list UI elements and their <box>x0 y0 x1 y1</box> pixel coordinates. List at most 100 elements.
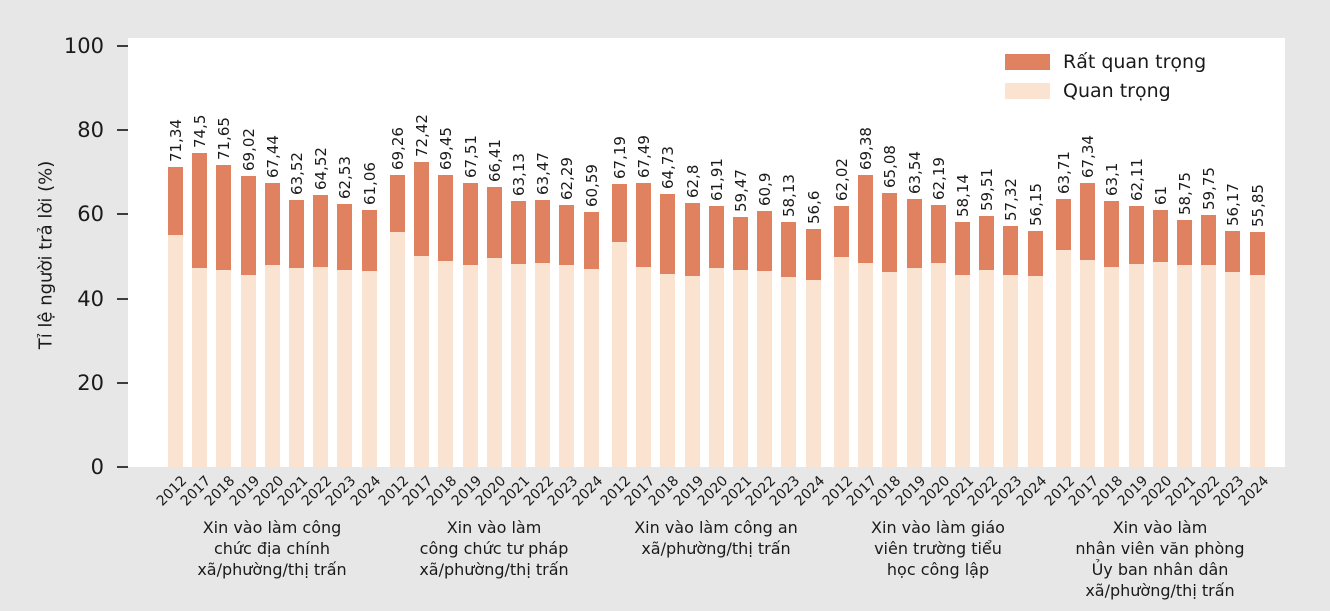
bar-segment-rat-quan-trong <box>1177 220 1192 265</box>
bar-value-label: 72,42 <box>412 114 431 157</box>
bar-segment-quan-trong <box>241 275 256 467</box>
bar-value-label: 67,19 <box>610 136 629 179</box>
bar-segment-quan-trong <box>685 276 700 467</box>
bar-segment-quan-trong <box>1177 265 1192 467</box>
bar-value-label: 67,44 <box>263 135 282 178</box>
legend-item-rat-quan-trong: Rất quan trọng <box>1005 52 1206 72</box>
y-tick-mark <box>117 213 128 216</box>
legend-swatch-quan-trong <box>1005 83 1050 99</box>
legend-label-quan-trong: Quan trọng <box>1063 80 1171 102</box>
bar-segment-rat-quan-trong <box>1129 206 1144 264</box>
bar-segment-rat-quan-trong <box>612 184 627 242</box>
bar-segment-quan-trong <box>955 275 970 467</box>
bar-value-label: 63,52 <box>287 152 306 195</box>
y-tick-mark <box>117 381 128 384</box>
bar-2023 <box>781 222 796 467</box>
group-label: Xin vào làm công chức địa chính xã/phường/… <box>148 517 396 580</box>
bar-2019 <box>463 183 478 467</box>
bar-2017 <box>414 162 429 467</box>
bar-segment-rat-quan-trong <box>584 212 599 269</box>
bar-segment-quan-trong <box>535 263 550 467</box>
bar-2012 <box>612 184 627 467</box>
bar-value-label: 67,34 <box>1078 135 1097 178</box>
bar-segment-rat-quan-trong <box>636 183 651 267</box>
bar-segment-rat-quan-trong <box>1028 231 1043 276</box>
bar-2022 <box>979 216 994 467</box>
bar-2017 <box>858 175 873 467</box>
bar-value-label: 62,8 <box>683 164 702 198</box>
bar-2019 <box>907 199 922 467</box>
y-tick-label: 0 <box>90 455 104 479</box>
y-tick-mark <box>117 466 128 468</box>
bar-segment-rat-quan-trong <box>289 200 304 268</box>
group-label: Xin vào làm nhân viên văn phòng Ủy ban nhâ… <box>1036 517 1284 601</box>
bar-value-label: 61,06 <box>360 162 379 205</box>
y-tick-label: 40 <box>77 286 104 311</box>
bar-segment-rat-quan-trong <box>834 206 849 257</box>
bar-segment-quan-trong <box>1225 272 1240 467</box>
group-label-line: Ủy ban nhân dân <box>1091 560 1229 579</box>
bar-value-label: 71,65 <box>214 117 233 160</box>
group-label-line: Xin vào làm giáo <box>871 518 1005 537</box>
bar-value-label: 64,73 <box>658 146 677 189</box>
legend-item-quan-trong: Quan trọng <box>1005 81 1206 101</box>
bar-segment-rat-quan-trong <box>192 153 207 268</box>
bar-segment-quan-trong <box>612 242 627 467</box>
bar-segment-rat-quan-trong <box>390 175 405 232</box>
bar-segment-rat-quan-trong <box>337 204 352 270</box>
bar-2020 <box>1153 210 1168 467</box>
bar-2024 <box>806 229 821 467</box>
bar-segment-rat-quan-trong <box>511 201 526 264</box>
bar-segment-quan-trong <box>1056 250 1071 467</box>
bar-value-label: 74,5 <box>190 114 209 148</box>
bar-2018 <box>660 194 675 467</box>
bar-2022 <box>757 211 772 467</box>
bar-segment-quan-trong <box>1003 275 1018 467</box>
bar-segment-quan-trong <box>781 277 796 467</box>
group-label-line: xã/phường/thị trấn <box>419 560 569 579</box>
bar-2019 <box>241 176 256 467</box>
bar-value-label: 63,1 <box>1102 162 1121 196</box>
bar-2022 <box>313 195 328 467</box>
bar-segment-quan-trong <box>438 261 453 467</box>
legend-label-rat-quan-trong: Rất quan trọng <box>1063 51 1207 73</box>
bar-segment-quan-trong <box>289 268 304 467</box>
bar-segment-rat-quan-trong <box>241 176 256 275</box>
bar-value-label: 63,71 <box>1054 151 1073 194</box>
y-axis-title: Tỉ lệ người trả lời (%) <box>35 160 57 350</box>
bar-value-label: 55,85 <box>1248 184 1267 227</box>
y-tick-label: 60 <box>77 202 104 227</box>
bar-value-label: 63,54 <box>905 151 924 194</box>
bar-2021 <box>955 222 970 467</box>
bar-segment-rat-quan-trong <box>979 216 994 270</box>
bar-segment-rat-quan-trong <box>1104 201 1119 267</box>
bar-segment-rat-quan-trong <box>1003 226 1018 275</box>
bar-segment-rat-quan-trong <box>858 175 873 263</box>
bar-value-label: 67,49 <box>634 135 653 178</box>
bar-value-label: 64,52 <box>311 147 330 190</box>
bar-2017 <box>192 153 207 467</box>
bar-segment-quan-trong <box>1028 276 1043 467</box>
group-label-line: xã/phường/thị trấn <box>197 560 347 579</box>
bar-2023 <box>1003 226 1018 467</box>
bar-2020 <box>931 205 946 467</box>
bar-segment-rat-quan-trong <box>414 162 429 256</box>
y-tick-label: 100 <box>63 34 104 58</box>
bar-segment-quan-trong <box>1153 262 1168 467</box>
bar-2012 <box>168 167 183 467</box>
bar-value-label: 69,38 <box>856 127 875 170</box>
bar-2012 <box>1056 199 1071 467</box>
bar-segment-rat-quan-trong <box>781 222 796 277</box>
group-label-line: xã/phường/thị trấn <box>641 539 791 558</box>
bar-value-label: 59,75 <box>1199 167 1218 210</box>
bar-value-label: 67,51 <box>461 135 480 178</box>
bar-value-label: 69,26 <box>388 127 407 170</box>
bar-value-label: 62,11 <box>1127 158 1146 201</box>
bar-segment-quan-trong <box>806 280 821 467</box>
group-label-line: nhân viên văn phòng <box>1075 539 1245 558</box>
legend: Rất quan trọng Quan trọng <box>1005 52 1206 110</box>
group-label-line: Xin vào làm <box>446 518 542 537</box>
y-tick-mark <box>117 45 128 47</box>
group-label-line: công chức tư pháp <box>419 539 569 558</box>
